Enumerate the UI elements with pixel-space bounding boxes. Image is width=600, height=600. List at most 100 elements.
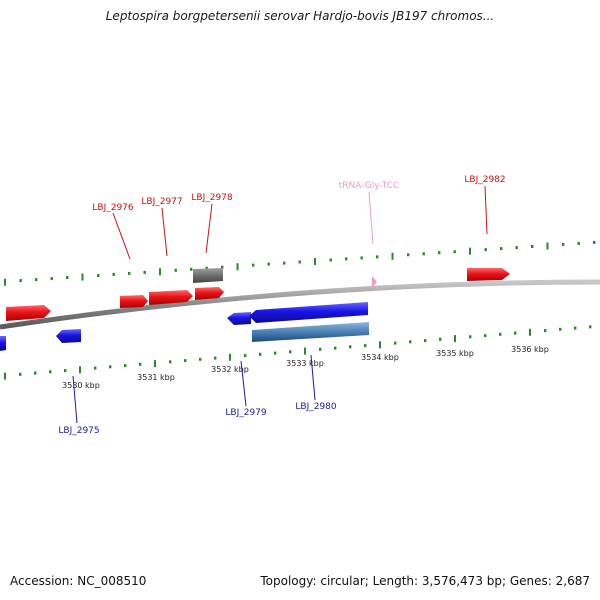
feature-label[interactable]: LBJ_2979 [225,408,267,418]
minor-tick [574,326,577,330]
minor-tick [394,341,397,345]
scale-label: 3530 kbp [62,381,100,390]
minor-tick [35,278,38,282]
minor-tick [205,266,208,270]
label-leader [484,185,488,235]
gene-lbj-2979-part[interactable] [227,312,251,325]
label-leader [310,354,316,401]
minor-tick [484,248,487,252]
major-tick [546,242,549,250]
misc-feature-lbj-2980[interactable] [252,322,369,342]
major-tick [379,341,381,349]
minor-tick [577,241,580,245]
minor-tick [484,334,487,338]
minor-tick [376,255,379,259]
major-tick [304,347,306,355]
minor-tick [562,243,565,246]
minor-tick [174,268,177,272]
minor-tick [589,325,592,329]
label-leader [161,207,168,257]
minor-tick [124,364,127,368]
map-title: Leptospira borgpetersenii serovar Hardjo… [105,9,495,23]
feature-label[interactable]: tRNA-Gly-TCC [339,181,400,191]
minor-tick [49,370,52,374]
major-tick [4,372,6,380]
feature-label[interactable]: LBJ_2976 [92,203,134,213]
minor-tick [422,252,425,256]
scale-label: 3533 kbp [286,359,324,368]
minor-tick [169,360,172,364]
minor-tick [112,272,115,276]
minor-tick [593,240,596,244]
gene-lbj-2978[interactable] [195,287,224,300]
minor-tick [514,331,517,335]
scale-label: 3536 kbp [511,345,549,354]
minor-tick [544,329,547,333]
minor-tick [334,346,337,350]
feature-label[interactable]: LBJ_2980 [295,402,337,412]
minor-tick [190,267,193,271]
minor-tick [97,274,100,277]
minor-tick [252,263,255,267]
feature-label[interactable]: LBJ_2978 [191,193,233,203]
minor-tick [424,339,427,343]
scale-label: 3531 kbp [137,373,175,382]
minor-tick [143,270,146,274]
scale-label: 3532 kbp [211,365,249,374]
minor-tick [360,256,363,260]
chromosome-backbone [0,279,600,330]
minor-tick [364,344,367,348]
minor-tick [94,366,97,370]
minor-tick [244,354,247,358]
feature-label[interactable]: LBJ_2977 [141,197,182,207]
minor-tick [34,371,37,375]
feature-label[interactable]: LBJ_2975 [58,426,99,436]
trna-gly-tcc-marker[interactable] [372,276,377,288]
accession-label: Accession: NC_008510 [10,574,147,588]
minor-tick [199,357,202,361]
outer-tick-ring [4,240,596,286]
minor-tick [349,345,352,349]
label-leader [240,360,247,407]
minor-tick [453,250,456,254]
gene-lbj-2975[interactable] [56,329,81,343]
feature-label[interactable]: LBJ_2982 [464,175,505,185]
major-tick [314,258,316,265]
minor-tick [329,258,332,262]
major-tick [154,360,156,368]
minor-tick [438,251,441,255]
minor-tick [439,337,442,341]
major-tick [236,263,239,271]
major-tick [4,278,6,286]
label-leader [72,375,78,424]
minor-tick [50,277,53,281]
gene-forward[interactable] [6,305,51,321]
major-tick [469,247,471,255]
pseudogene-lbj-2978[interactable] [193,268,223,283]
minor-tick [66,276,69,279]
major-tick [454,335,456,343]
minor-tick [515,246,518,250]
minor-tick [469,335,472,339]
minor-tick [345,257,348,261]
minor-tick [319,347,322,351]
gene-lbj-2976[interactable] [120,295,148,308]
label-leader [368,191,374,245]
inner-tick-ring [4,325,592,380]
major-tick [529,328,531,336]
minor-tick [409,340,412,344]
gene-lbj-2979[interactable] [249,302,368,323]
minor-tick [19,279,22,283]
minor-tick [139,362,142,366]
gene-lbj-2977[interactable] [149,290,193,305]
major-tick [391,252,394,260]
label-leader [112,212,131,260]
minor-tick [267,262,270,266]
gene-reverse[interactable] [0,336,6,351]
minor-tick [128,271,131,275]
scale-label: 3534 kbp [361,353,399,362]
major-tick [229,353,231,361]
gene-lbj-2982[interactable] [467,268,510,281]
minor-tick [407,253,410,257]
